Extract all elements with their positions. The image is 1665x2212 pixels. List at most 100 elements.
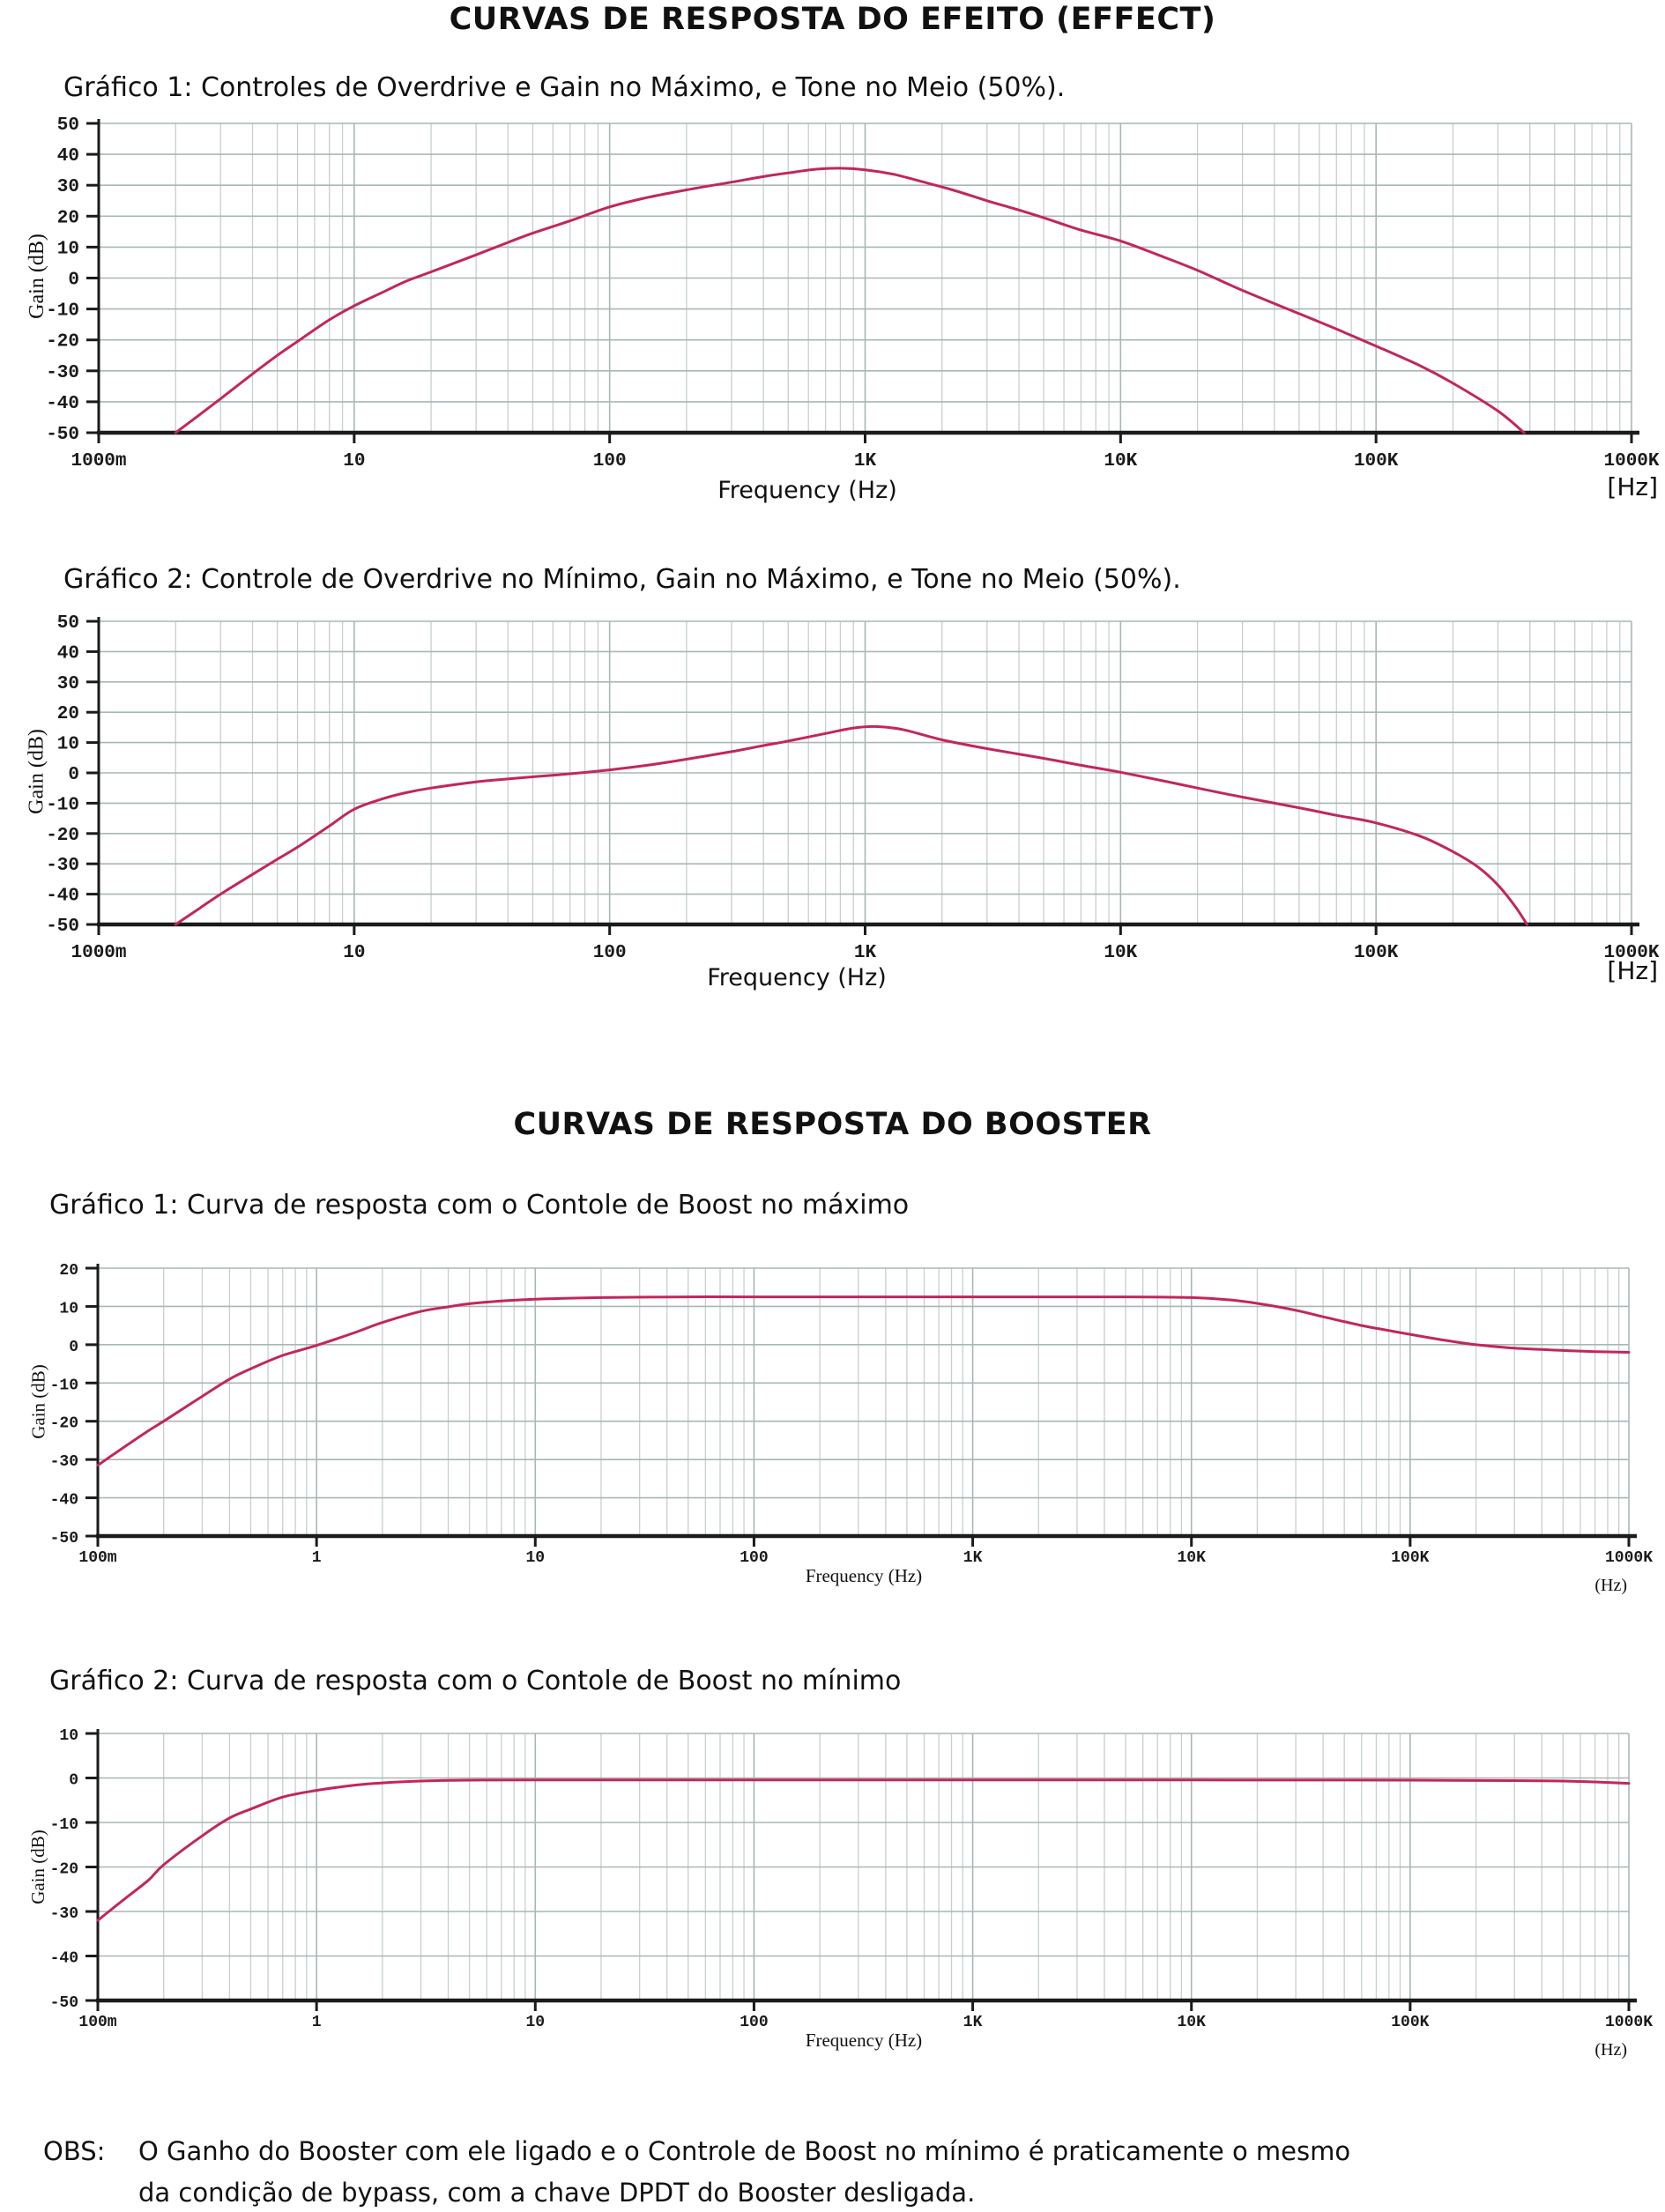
x-tick-label: 1K <box>963 1549 983 1567</box>
x-tick-label: 10 <box>343 451 365 471</box>
x-tick-label: 10 <box>525 2014 545 2031</box>
y-tick-label: 50 <box>57 613 79 634</box>
x-axis-label-chart3: Frequency (Hz) <box>805 1565 923 1586</box>
y-tick-label: -20 <box>46 826 79 846</box>
section-title-booster: CURVAS DE RESPOSTA DO BOOSTER <box>513 1107 1152 1142</box>
y-tick-label: 10 <box>57 735 79 755</box>
x-unit-label-chart4: (Hz) <box>1594 2040 1627 2060</box>
y-tick-label: 0 <box>69 1339 78 1356</box>
x-tick-label: 100K <box>1354 943 1399 963</box>
y-tick-label: -50 <box>50 1994 78 2012</box>
y-tick-label: -20 <box>50 1861 78 1879</box>
y-tick-label: -30 <box>46 856 79 876</box>
y-tick-label: -20 <box>46 332 79 353</box>
y-tick-label: 40 <box>57 643 79 664</box>
y-tick-label: -50 <box>46 917 79 937</box>
y-tick-label: -20 <box>50 1415 78 1433</box>
obs-note: OBS: O Ganho do Booster com ele ligado e… <box>43 2131 1630 2212</box>
y-tick-label: 20 <box>57 704 79 724</box>
y-tick-label: 30 <box>57 177 79 197</box>
x-tick-label: 100K <box>1391 1549 1429 1567</box>
x-tick-label: 1000K <box>1605 2014 1653 2031</box>
y-axis-label-chart1: Gain (dB) <box>26 234 48 319</box>
obs-label: OBS: <box>43 2136 106 2166</box>
y-tick-label: -40 <box>46 394 79 414</box>
x-tick-label: 10K <box>1104 451 1137 471</box>
x-tick-label: 100 <box>740 2014 768 2031</box>
x-unit-label-chart2: [Hz] <box>1607 956 1658 985</box>
y-tick-label: -50 <box>50 1530 78 1548</box>
y-tick-label: 10 <box>57 239 79 259</box>
x-axis-label-chart1: Frequency (Hz) <box>717 477 897 504</box>
y-tick-label: 0 <box>68 271 79 291</box>
response-curve <box>174 724 1528 926</box>
y-tick-label: 20 <box>59 1262 78 1280</box>
y-tick-label: 50 <box>57 115 79 136</box>
x-tick-label: 10K <box>1104 943 1137 963</box>
y-tick-label: 40 <box>57 146 79 167</box>
caption-effect-grafico1: Gráfico 1: Controles de Overdrive e Gain… <box>63 72 1066 103</box>
y-tick-label: 0 <box>69 1772 78 1790</box>
response-curve <box>96 1778 1631 1922</box>
x-tick-label: 100 <box>740 1549 768 1567</box>
y-tick-label: -40 <box>50 1950 78 1968</box>
y-axis-label-chart2: Gain (dB) <box>25 729 48 814</box>
x-tick-label: 1000m <box>71 451 126 471</box>
x-unit-label-chart3: (Hz) <box>1594 1576 1627 1595</box>
x-tick-label: 100m <box>78 2014 116 2031</box>
x-tick-label: 10 <box>525 1549 545 1567</box>
x-axis-label-chart4: Frequency (Hz) <box>805 2030 923 2051</box>
section-title-effect: CURVAS DE RESPOSTA DO EFEITO (EFFECT) <box>449 2 1216 37</box>
x-tick-label: 10 <box>343 943 365 963</box>
x-tick-label: 1K <box>854 451 877 471</box>
y-tick-label: -50 <box>46 425 79 445</box>
x-tick-label: 100 <box>593 451 627 471</box>
x-axis-label-chart2: Frequency (Hz) <box>707 964 887 991</box>
y-tick-label: -30 <box>46 363 79 383</box>
caption-effect-grafico2: Gráfico 2: Controle de Overdrive no Míni… <box>63 564 1181 595</box>
x-tick-label: 1 <box>312 2014 322 2031</box>
x-tick-label: 100 <box>593 943 627 963</box>
y-axis-label-chart3: Gain (dB) <box>27 1364 49 1439</box>
x-unit-label-chart1: [Hz] <box>1607 472 1658 501</box>
y-axis-label-chart4: Gain (dB) <box>27 1830 48 1904</box>
y-tick-label: 10 <box>59 1727 78 1745</box>
y-tick-label: -10 <box>50 1816 78 1834</box>
x-tick-label: 100K <box>1391 2014 1429 2031</box>
response-curve <box>96 1295 1631 1467</box>
caption-booster-grafico1: Gráfico 1: Curva de resposta com o Conto… <box>49 1190 910 1221</box>
x-tick-label: 1 <box>312 1549 322 1567</box>
y-tick-label: -10 <box>50 1377 78 1394</box>
obs-line-1-text: O Ganho do Booster com ele ligado e o Co… <box>138 2136 1351 2166</box>
y-tick-label: -30 <box>50 1905 78 1923</box>
y-tick-label: 30 <box>57 674 79 694</box>
y-tick-label: 20 <box>57 208 79 228</box>
x-tick-label: 1000K <box>1603 451 1659 471</box>
x-tick-label: 100m <box>78 1549 116 1567</box>
obs-line-2: da condição de bypass, com a chave DPDT … <box>138 2178 976 2208</box>
x-tick-label: 1000K <box>1605 1549 1653 1567</box>
y-tick-label: 10 <box>59 1300 78 1318</box>
y-tick-label: -10 <box>46 795 79 815</box>
y-tick-label: -10 <box>46 301 79 322</box>
y-tick-label: 0 <box>68 765 79 785</box>
y-tick-label: -40 <box>46 887 79 907</box>
caption-booster-grafico2: Gráfico 2: Curva de resposta com o Conto… <box>49 1666 902 1696</box>
response-curve <box>174 167 1526 434</box>
x-tick-label: 1000m <box>71 943 126 963</box>
x-tick-label: 100K <box>1354 451 1399 471</box>
x-tick-label: 10K <box>1178 1549 1207 1567</box>
x-tick-label: 10K <box>1178 2014 1207 2031</box>
x-tick-label: 1K <box>963 2014 983 2031</box>
x-tick-label: 1K <box>854 943 877 963</box>
x-tick-label: 1000K <box>1603 943 1659 963</box>
obs-line-1: OBS: O Ganho do Booster com ele ligado e… <box>43 2131 1630 2172</box>
y-tick-label: -30 <box>50 1453 78 1471</box>
y-tick-label: -40 <box>50 1492 78 1510</box>
